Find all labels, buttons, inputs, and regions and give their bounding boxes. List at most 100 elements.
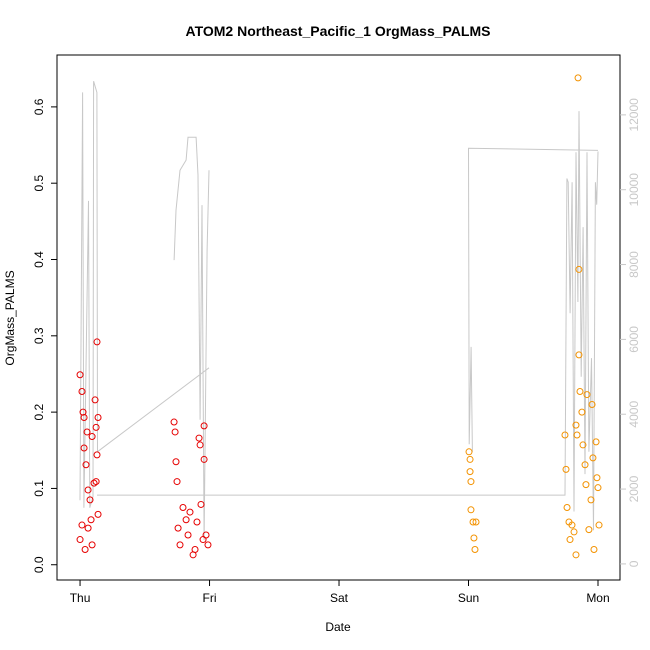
point [590,545,598,553]
point [93,451,101,459]
point [78,521,86,529]
point [170,418,178,426]
point [572,551,580,559]
point [171,428,179,436]
point [76,371,84,379]
point [76,536,84,544]
y2-tick-label: 10000 [627,173,641,207]
x-tick-label: Thu [70,591,91,605]
point [578,408,586,416]
point [83,428,91,436]
point [197,500,205,508]
y-tick-label: 0.1 [32,480,46,497]
point [92,478,100,486]
y2-tick-label: 2000 [627,475,641,502]
x-tick-label: Sun [458,591,479,605]
point [174,524,182,532]
point [469,518,477,526]
point [585,526,593,534]
x-axis-label: Date [325,620,351,634]
point [575,265,583,273]
y2-tick-label: 0 [627,560,641,567]
plot-frame [56,54,621,581]
point [84,524,92,532]
point [465,448,473,456]
point [595,521,603,529]
point [583,391,591,399]
point [470,534,478,542]
point [200,422,208,430]
point [467,506,475,514]
point [196,441,204,449]
point [94,510,102,518]
point [471,545,479,553]
point [562,465,570,473]
y2-tick-label: 6000 [627,326,641,353]
point [575,351,583,359]
y-tick-label: 0.5 [32,175,46,192]
point [82,461,90,469]
x-tick-label: Mon [586,591,609,605]
x-tick-label: Sat [330,591,349,605]
point [472,518,480,526]
y2-tick-label: 4000 [627,401,641,428]
y-tick-label: 0.3 [32,327,46,344]
y-tick-label: 0.4 [32,251,46,268]
point [179,504,187,512]
point [92,423,100,431]
point [81,545,89,553]
point [93,338,101,346]
point [191,545,199,553]
point [570,528,578,536]
point [594,484,602,492]
point [79,408,87,416]
y-tick-label: 0.6 [32,98,46,115]
point [193,518,201,526]
point [573,431,581,439]
point [593,474,601,482]
point [176,541,184,549]
point [592,438,600,446]
point [568,521,576,529]
y2-tick-label: 12000 [627,98,641,132]
point [78,388,86,396]
chart-title: ATOM2 Northeast_Pacific_1 OrgMass_PALMS [186,23,491,39]
y-tick-label: 0.2 [32,403,46,420]
point [467,478,475,486]
point [87,516,95,524]
point [84,486,92,494]
point [576,388,584,396]
point [589,454,597,462]
point [563,504,571,512]
point [88,541,96,549]
point [202,531,210,539]
point [574,74,582,82]
point [80,413,88,421]
y2-tick-label: 8000 [627,251,641,278]
point [91,396,99,404]
point [561,431,569,439]
point [90,479,98,487]
point [195,434,203,442]
y-tick-label: 0.0 [32,556,46,573]
point [80,444,88,452]
point [88,433,96,441]
point [182,516,190,524]
point [588,400,596,408]
x-tick-label: Fri [203,591,217,605]
point [466,455,474,463]
point [566,536,574,544]
point [172,458,180,466]
point [200,455,208,463]
point [572,421,580,429]
point [579,441,587,449]
point [94,413,102,421]
point [184,531,192,539]
point [86,496,94,504]
y-axis-label: OrgMass_PALMS [3,270,17,365]
point [204,541,212,549]
point [173,478,181,486]
point [587,496,595,504]
